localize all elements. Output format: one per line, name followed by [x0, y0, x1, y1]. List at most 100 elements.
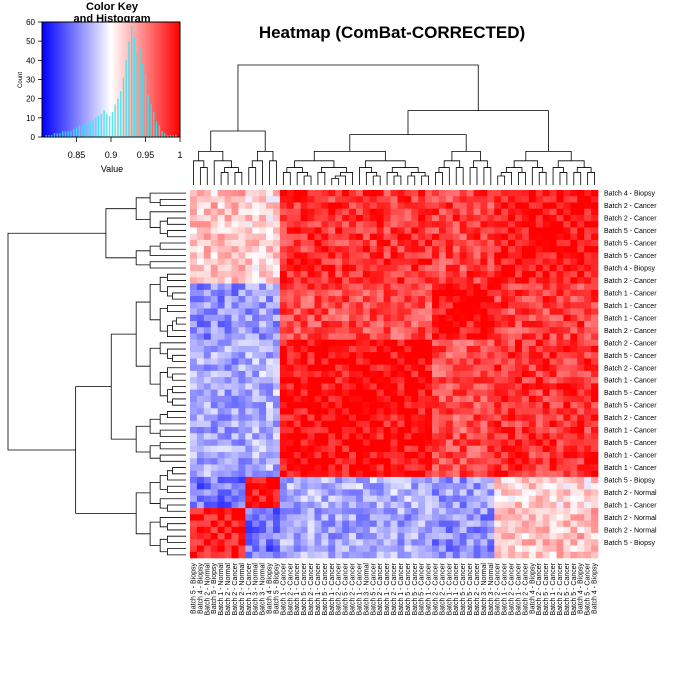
- heatmap-cell: [272, 358, 281, 365]
- heatmap-cell: [556, 464, 564, 472]
- heatmap-cell: [515, 202, 523, 210]
- heatmap-cell: [362, 395, 371, 403]
- heatmap-cell: [556, 252, 564, 259]
- heatmap-cell: [528, 370, 537, 378]
- heatmap-cell: [245, 283, 253, 291]
- heatmap-cell: [459, 358, 467, 365]
- heatmap-cell: [591, 402, 599, 409]
- heatmap-cell: [508, 383, 516, 390]
- heatmap-cell: [535, 414, 544, 422]
- heatmap-cell: [259, 433, 267, 440]
- heatmap-cell: [259, 483, 267, 490]
- heatmap-cell: [563, 402, 571, 409]
- heatmap-cell: [563, 383, 571, 390]
- heatmap-cell: [335, 483, 343, 490]
- heatmap-cell: [349, 533, 357, 540]
- heatmap-cell: [342, 246, 350, 253]
- heatmap-cell: [335, 258, 343, 266]
- heatmap-cell: [570, 227, 578, 235]
- heatmap-cell: [349, 445, 357, 453]
- heatmap-cell: [432, 420, 440, 428]
- heatmap-cell: [224, 370, 232, 378]
- heatmap-cell: [418, 264, 426, 272]
- heatmap-cell: [591, 533, 599, 540]
- heatmap-cell: [487, 489, 495, 496]
- heatmap-cell: [342, 258, 350, 266]
- heatmap-cell: [556, 271, 564, 278]
- heatmap-cell: [549, 214, 557, 222]
- heatmap-cell: [238, 420, 246, 428]
- heatmap-cell: [307, 221, 315, 228]
- heatmap-cell: [535, 402, 544, 409]
- heatmap-cell: [362, 214, 371, 222]
- heatmap-cell: [432, 327, 440, 334]
- heatmap-cell: [480, 520, 488, 528]
- heatmap-cell: [266, 289, 274, 297]
- heatmap-cell: [411, 377, 419, 384]
- heatmap-cell: [487, 233, 495, 241]
- heatmap-cell: [328, 495, 336, 503]
- heatmap-cell: [342, 358, 350, 365]
- row-label: Batch 5 - Cancer: [604, 390, 657, 397]
- heatmap-cell: [563, 333, 571, 341]
- heatmap-cell: [459, 551, 467, 559]
- dendrogram-link: [172, 386, 186, 394]
- heatmap-cell: [272, 271, 281, 278]
- heatmap-cell: [259, 239, 267, 247]
- column-label: Batch 2 - Cancer: [557, 562, 564, 615]
- heatmap-cell: [397, 389, 405, 397]
- heatmap-cell: [383, 227, 391, 235]
- heatmap-cell: [494, 370, 502, 378]
- heatmap-cell: [300, 464, 308, 472]
- heatmap-cell: [487, 296, 495, 303]
- heatmap-cell: [245, 533, 253, 540]
- heatmap-cell: [272, 377, 281, 384]
- heatmap-cell: [563, 489, 571, 496]
- heatmap-cell: [508, 495, 516, 503]
- heatmap-cell: [397, 414, 405, 422]
- heatmap-cell: [321, 377, 329, 384]
- heatmap-cell: [266, 314, 274, 322]
- heatmap-cell: [238, 358, 246, 365]
- heatmap-cell: [480, 551, 488, 559]
- dendrogram-link: [421, 175, 429, 185]
- heatmap-cell: [286, 314, 295, 322]
- heatmap-cell: [300, 533, 308, 540]
- heatmap-cell: [203, 439, 212, 447]
- heatmap-cell: [286, 214, 295, 222]
- heatmap-cell: [535, 221, 544, 228]
- heatmap-cell: [411, 545, 419, 553]
- heatmap-cell: [376, 551, 384, 559]
- heatmap-cell: [411, 539, 419, 546]
- heatmap-cell: [390, 246, 398, 253]
- heatmap-cell: [196, 308, 205, 316]
- heatmap-cell: [535, 483, 544, 490]
- heatmap-cell: [266, 364, 274, 372]
- heatmap-cell: [349, 221, 357, 228]
- heatmap-cell: [383, 370, 391, 378]
- heatmap-cell: [563, 364, 571, 372]
- heatmap-cell: [591, 233, 599, 241]
- heatmap-cell: [591, 283, 599, 291]
- heatmap-cell: [438, 214, 447, 222]
- heatmap-cell: [535, 389, 544, 397]
- heatmap-cell: [397, 308, 405, 316]
- heatmap-cell: [466, 514, 474, 521]
- heatmap-cell: [190, 445, 198, 453]
- heatmap-cell: [452, 258, 461, 266]
- heatmap-cell: [307, 439, 315, 447]
- heatmap-cell: [307, 190, 315, 197]
- heatmap-cell: [238, 395, 246, 403]
- heatmap-cell: [535, 420, 544, 428]
- heatmap-cell: [397, 327, 405, 334]
- heatmap-cell: [321, 470, 329, 478]
- heatmap-cell: [190, 289, 198, 297]
- heatmap-cell: [404, 464, 412, 472]
- heatmap-cell: [390, 495, 398, 503]
- heatmap-cell: [508, 445, 516, 453]
- heatmap-cell: [411, 252, 419, 259]
- heatmap-cell: [452, 533, 461, 540]
- heatmap-cell: [321, 196, 329, 203]
- heatmap-cell: [556, 196, 564, 203]
- heatmap-cell: [376, 395, 384, 403]
